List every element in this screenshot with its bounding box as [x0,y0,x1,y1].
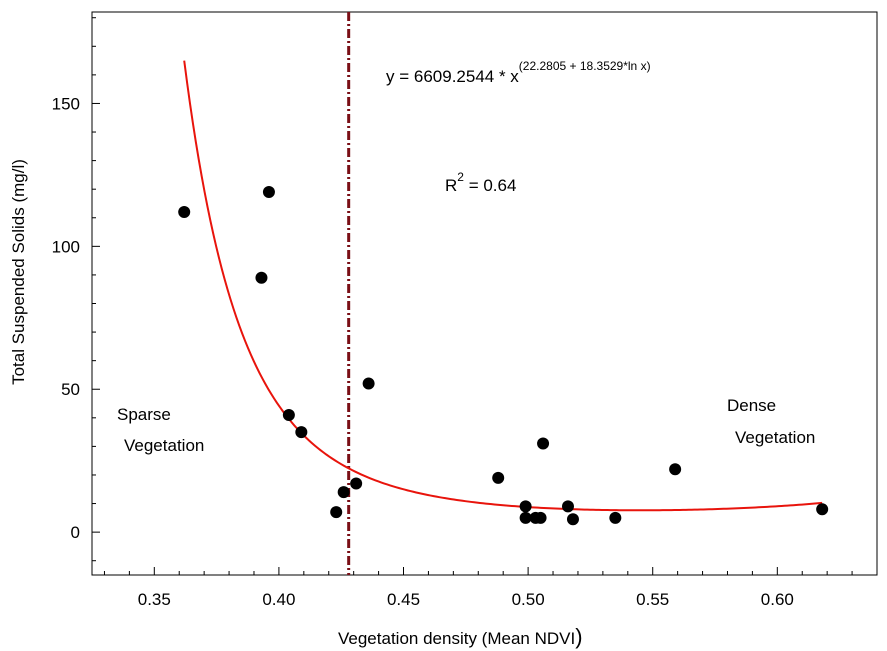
sparse-label-line1: Sparse [117,405,171,424]
fitted-power-curve [183,60,823,512]
x-tick-label: 0.55 [636,590,669,609]
sparse-label-line2: Vegetation [124,436,204,455]
r2-exponent: 2 [457,170,464,184]
y-tick-label: 50 [61,380,80,399]
x-tick-label: 0.50 [512,590,545,609]
x-tick-label: 0.60 [761,590,794,609]
dense-label-line2: Vegetation [735,428,815,447]
data-point [178,206,191,219]
data-point [262,186,275,199]
x-tick-label: 0.40 [262,590,295,609]
data-point [350,477,363,490]
x-axis-ticks: 0.35 0.40 0.45 0.50 0.55 0.60 [103,567,878,609]
y-axis-ticks: 0 50 100 150 [52,17,100,562]
y-axis-title: Total Suspended Solids (mg/l) [9,159,28,385]
data-point [561,500,574,513]
regression-equation: y = 6609.2544 * x(22.2805 + 18.3529*ln x… [386,59,651,86]
y-tick-label: 0 [71,523,80,542]
data-point [282,408,295,421]
data-point [492,471,505,484]
data-point [362,377,375,390]
data-point [816,503,829,516]
data-point [609,511,622,524]
dense-label-line1: Dense [727,396,776,415]
r2-prefix: R [445,176,457,195]
data-point [519,500,532,513]
y-tick-label: 100 [52,237,80,256]
data-point [669,463,682,476]
data-point [537,437,550,450]
equation-exponent: (22.2805 + 18.3529*ln x) [519,59,651,73]
data-point [566,513,579,526]
data-points [178,186,829,526]
plot-frame [91,11,878,576]
r-squared: R2 = 0.64 [445,170,516,195]
data-point [534,511,547,524]
equation-main: y = 6609.2544 * x [386,67,519,86]
x-axis-title-main: Vegetation density (Mean NDVI [338,629,575,648]
x-axis-title: Vegetation density (Mean NDVI) [338,624,583,649]
x-axis-title-paren: ) [575,624,582,649]
data-point [295,426,308,439]
data-point [330,506,343,519]
x-tick-label: 0.35 [138,590,171,609]
x-tick-label: 0.45 [387,590,420,609]
data-point [255,271,268,284]
data-point [519,511,532,524]
y-tick-label: 150 [52,94,80,113]
r2-value: = 0.64 [464,176,516,195]
data-point [337,486,350,499]
